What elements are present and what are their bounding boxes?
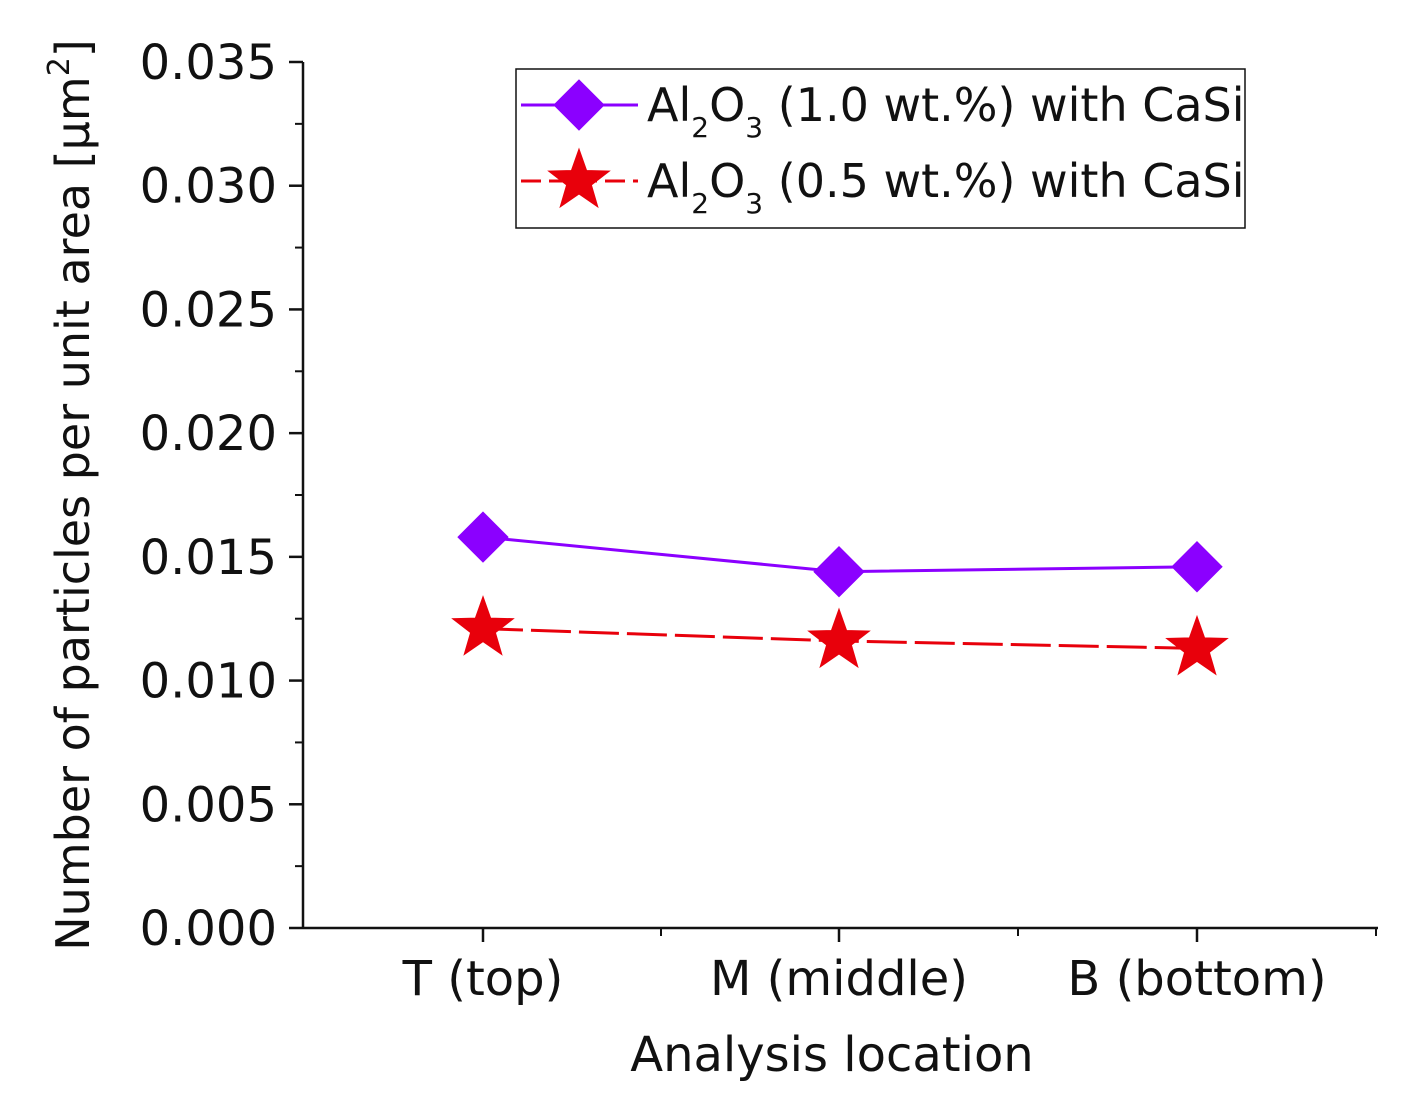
x-tick-label: T (top) bbox=[402, 951, 564, 1007]
x-axis-title-group: Analysis location bbox=[630, 1027, 1033, 1083]
legend-marker-1 bbox=[553, 79, 605, 131]
series-1-point-1 bbox=[457, 511, 509, 563]
y-tick-label: 0.030 bbox=[140, 159, 277, 215]
y-axis-title: Number of particles per unit area [µm2] bbox=[42, 39, 100, 951]
y-tick-label: 0.005 bbox=[140, 777, 277, 833]
y-tick-label: 0.000 bbox=[140, 901, 277, 957]
y-ticks: 0.000 0.005 0.010 0.015 0.020 0.025 0.030 0.035 bbox=[140, 35, 303, 957]
legend-marker-2 bbox=[547, 147, 611, 209]
x-tick-label: M (middle) bbox=[710, 951, 968, 1007]
x-axis-title: Analysis location bbox=[630, 1027, 1033, 1083]
y-tick-label: 0.010 bbox=[140, 654, 277, 710]
legend-entries: Al2O3 (1.0 wt.%) with CaSi Al2O3 (0.5 wt.… bbox=[521, 78, 1245, 220]
series-2-point-1 bbox=[451, 595, 515, 656]
y-axis-title-superscript: 2 bbox=[42, 57, 77, 76]
legend-label-2: Al2O3 (0.5 wt.%) with CaSi bbox=[647, 154, 1245, 220]
legend-box bbox=[515, 68, 1246, 229]
series-2-point-3 bbox=[1165, 614, 1229, 676]
legend: Al2O3 (1.0 wt.%) with CaSi Al2O3 (0.5 wt.… bbox=[515, 68, 1246, 229]
y-tick-label: 0.025 bbox=[140, 282, 277, 338]
y-axis-title-group: Number of particles per unit area [µm2] bbox=[42, 39, 100, 951]
series-1-point-3 bbox=[1171, 541, 1223, 593]
legend-label-1: Al2O3 (1.0 wt.%) with CaSi bbox=[647, 78, 1245, 144]
x-tick-label: B (bottom) bbox=[1067, 951, 1326, 1007]
series-2-point-2 bbox=[807, 607, 871, 669]
y-tick-label: 0.020 bbox=[140, 406, 277, 462]
y-axis-title-main: Number of particles per unit area [µm bbox=[46, 76, 100, 950]
series-layer bbox=[451, 511, 1229, 676]
y-axis-title-end: ] bbox=[46, 39, 100, 57]
series-1-point-2 bbox=[813, 545, 865, 598]
y-tick-label: 0.015 bbox=[140, 530, 277, 586]
x-ticks: T (top) M (middle) B (bottom) bbox=[402, 928, 1377, 1007]
y-tick-label: 0.035 bbox=[140, 35, 277, 91]
